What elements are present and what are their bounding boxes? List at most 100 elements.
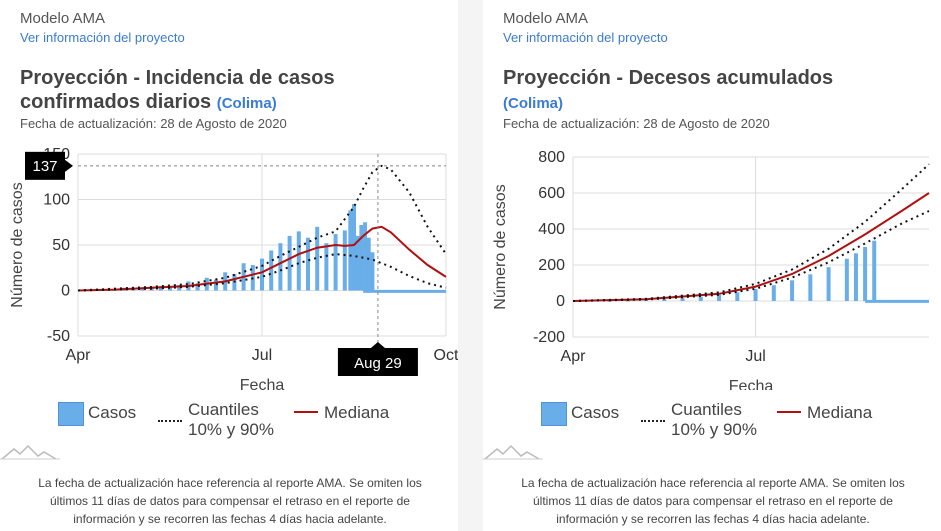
incidence-chart[interactable]: -50050100150AprJulOctFechaNúmero de caso… (0, 140, 458, 390)
legend-median-swatch[interactable] (294, 411, 318, 413)
x-axis-label: Fecha (240, 377, 285, 390)
legend-median-swatch[interactable] (777, 411, 801, 413)
bar (680, 298, 685, 301)
mountain-logo-icon (0, 444, 60, 460)
deaths-chart[interactable]: -200 0 200 400 600 800 Apr Jul Fecha Número de ca… (483, 140, 941, 390)
bar (662, 299, 667, 301)
tooltip-value-arrow (65, 159, 73, 172)
incidence-panel: Modelo AMA Ver información del proyecto … (0, 0, 458, 531)
bar (826, 267, 831, 301)
x-tick-label: Jul (252, 347, 272, 364)
bar (625, 300, 630, 302)
chart-title-text: Proyección - Decesos acumulados (503, 67, 834, 89)
bar (698, 296, 703, 301)
footnote: La fecha de actualización hace referenci… (521, 476, 905, 526)
bar (735, 292, 740, 301)
median-line (77, 225, 447, 292)
x-tick-label: Oct (434, 347, 458, 364)
project-info-link[interactable]: Ver información del proyecto (20, 30, 185, 45)
legend-quantiles-sub[interactable]: 10% y 90% (671, 420, 757, 439)
bar (753, 289, 758, 301)
bar (278, 243, 283, 291)
y-tick-label: 0 (556, 293, 565, 310)
bar (296, 231, 301, 291)
y-tick-label: 50 (52, 237, 70, 254)
quantile-line (572, 163, 930, 302)
legend-quantiles-swatch[interactable] (641, 420, 665, 422)
quantile-line (77, 164, 447, 292)
bar (287, 235, 292, 291)
legend-quantiles-swatch[interactable] (158, 420, 182, 422)
x-tick-label: Apr (66, 347, 92, 364)
y-tick-label: 400 (538, 221, 565, 238)
y-tick-label: 200 (538, 257, 565, 274)
legend-cases-label[interactable]: Casos (88, 403, 137, 422)
update-date: Fecha de actualización: 28 de Agosto de … (503, 116, 770, 131)
bar (790, 280, 795, 301)
update-date: Fecha de actualización: 28 de Agosto de … (20, 116, 287, 131)
chart-legend: Casos Cuantiles 10% y 90% Mediana (541, 400, 931, 444)
bar (269, 250, 274, 291)
legend-cases-swatch[interactable] (58, 402, 84, 426)
deaths-panel: Modelo AMA Ver información del proyecto … (483, 0, 941, 531)
bar (348, 210, 353, 291)
bar (342, 230, 347, 291)
bar (260, 258, 264, 291)
chart-title: Proyección - Decesos acumulados (Colima) (503, 66, 923, 116)
legend-cases-label[interactable]: Casos (571, 403, 620, 422)
y-axis-label: Número de casos (492, 184, 509, 309)
bar (333, 234, 338, 291)
chart-title: Proyección - Incidencia de casos confirm… (20, 66, 440, 116)
legend-median-label[interactable]: Mediana (807, 403, 873, 422)
y-tick-label: -50 (47, 328, 70, 345)
tooltip-value-box (25, 151, 65, 180)
bar (355, 235, 360, 291)
tooltip-value: 137 (32, 158, 57, 175)
tooltip-date: Aug 29 (354, 355, 402, 372)
chart-title-text: Proyección - Incidencia de casos confirm… (20, 67, 335, 113)
legend-median-label[interactable]: Mediana (324, 403, 390, 422)
bar (352, 204, 356, 291)
tooltip-date-arrow (370, 342, 385, 348)
bar (366, 237, 371, 291)
region-label[interactable]: (Colima) (216, 95, 277, 112)
bar (177, 285, 182, 291)
legend-cases-swatch[interactable] (541, 402, 567, 426)
y-tick-label: 800 (538, 149, 565, 166)
y-tick-label: 100 (43, 192, 70, 209)
region-label[interactable]: (Colima) (503, 95, 563, 112)
bar (863, 247, 868, 301)
bar (853, 253, 858, 301)
bar (808, 274, 813, 301)
model-label: Modelo AMA (20, 10, 106, 27)
chart-legend: Casos Cuantiles 10% y 90% Mediana (58, 400, 448, 444)
bar (168, 286, 172, 291)
bar (306, 237, 310, 291)
bar (872, 240, 877, 301)
legend-quantiles-label[interactable]: Cuantiles (188, 400, 259, 419)
mountain-logo-icon (483, 444, 543, 460)
x-tick-label: Jul (745, 348, 765, 365)
bar (363, 222, 368, 291)
bar (607, 300, 612, 302)
tooltip-date-box (337, 348, 418, 376)
y-tick-label: 600 (538, 185, 565, 202)
project-info-link[interactable]: Ver información del proyecto (503, 30, 668, 45)
bar (370, 252, 375, 291)
bar (717, 294, 722, 301)
bar (195, 283, 200, 291)
bar (771, 285, 776, 301)
y-tick-label: -200 (533, 329, 565, 346)
legend-quantiles-label[interactable]: Cuantiles (671, 400, 742, 419)
x-axis-label: Fecha (729, 378, 774, 390)
quantile-line (572, 210, 930, 302)
bar (324, 243, 329, 291)
y-axis-label: Número de casos (9, 182, 26, 307)
legend-quantiles-sub[interactable]: 10% y 90% (188, 420, 274, 439)
model-label: Modelo AMA (503, 10, 589, 27)
x-tick-label: Apr (561, 348, 587, 365)
bar (844, 258, 849, 301)
bar (315, 226, 320, 291)
footnote: La fecha de actualización hace referenci… (38, 476, 422, 526)
y-tick-label: 0 (61, 283, 70, 300)
